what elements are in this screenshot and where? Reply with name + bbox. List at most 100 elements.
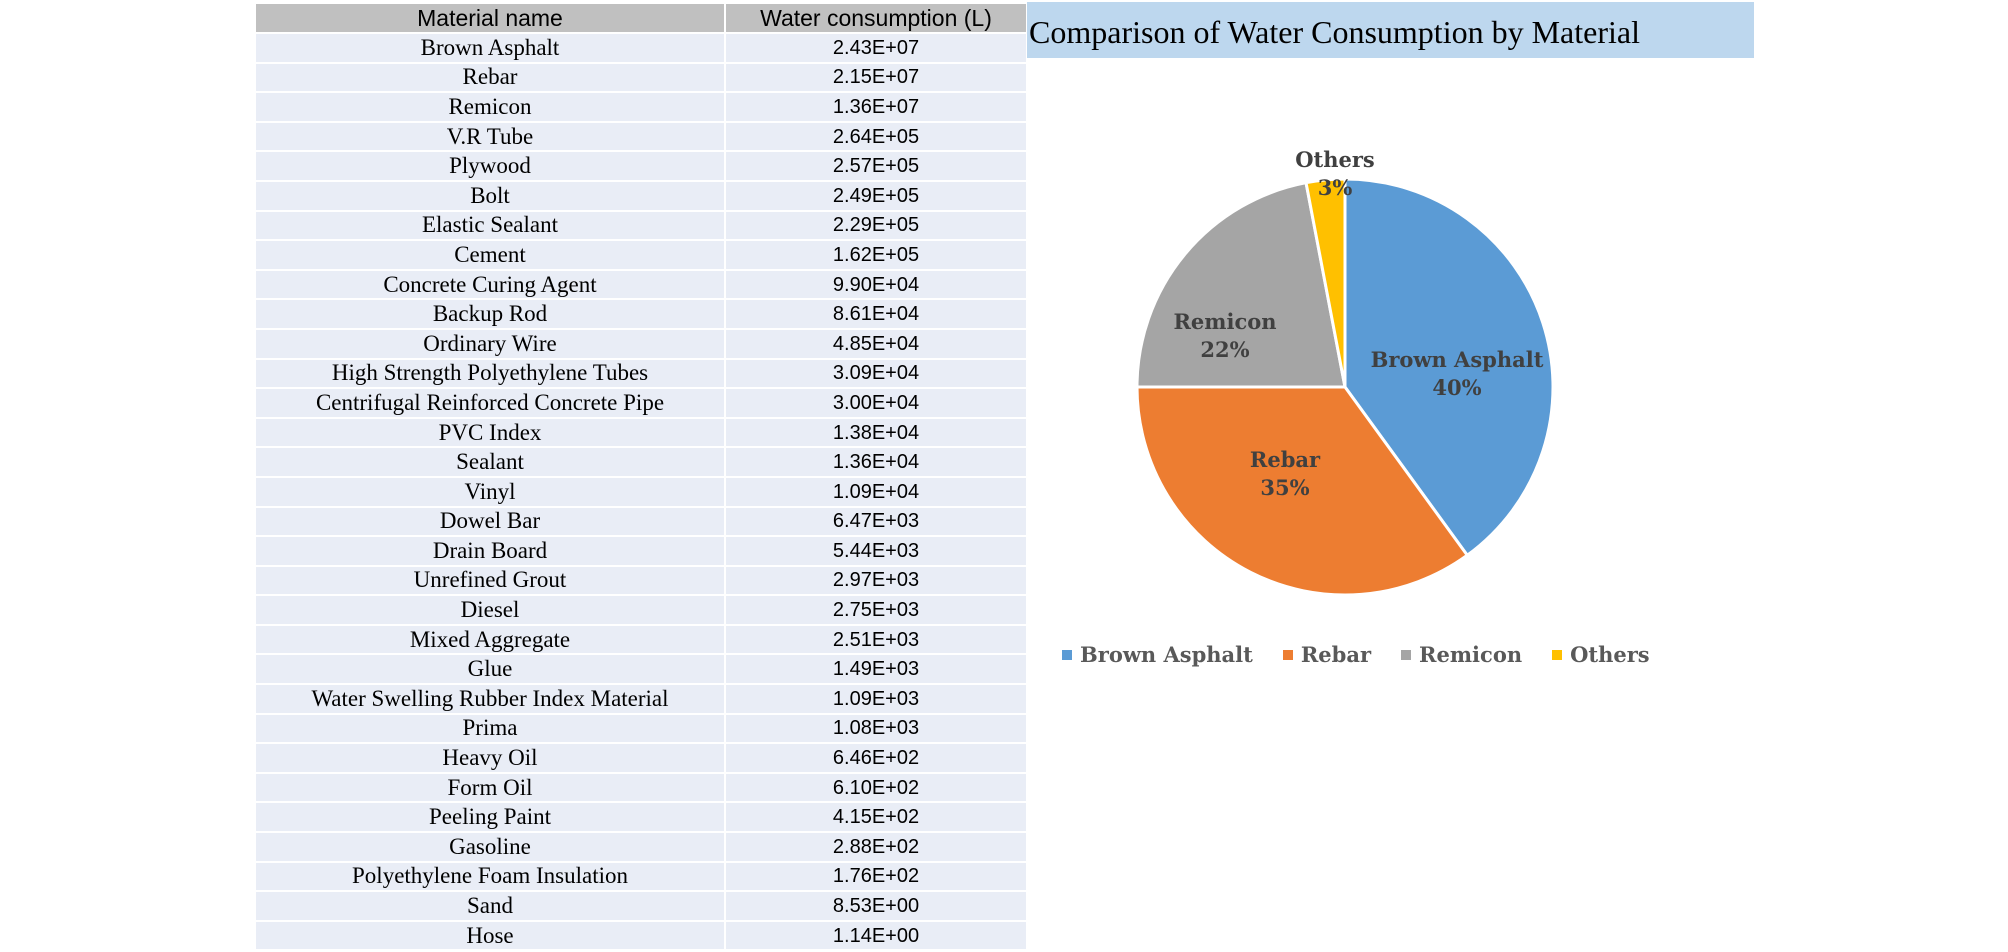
slice-percent-label: 22% (1200, 337, 1249, 362)
table-row: Centrifugal Reinforced Concrete Pipe 3.00… (254, 387, 1028, 419)
table-row: Diesel 2.75E+03 (254, 594, 1028, 626)
water-consumption-cell: 2.88E+02 (724, 831, 1028, 863)
material-name-cell: Dowel Bar (254, 505, 726, 538)
slice-percent-label: 3% (1318, 175, 1353, 200)
material-name-cell: Gasoline (254, 831, 726, 863)
water-consumption-cell: 1.76E+02 (724, 860, 1028, 893)
table-row: Polyethylene Foam Insulation 1.76E+02 (254, 860, 1028, 893)
table-row: Rebar 2.15E+07 (254, 61, 1028, 94)
pie-labels: Brown Asphalt 40% Rebar 35% Remicon 22% Others… (1173, 147, 1543, 500)
legend-swatch (1401, 649, 1412, 660)
table-row: Sand 8.53E+00 (254, 890, 1028, 922)
water-consumption-cell: 2.51E+03 (724, 623, 1028, 656)
table-row: Ordinary Wire 4.85E+04 (254, 327, 1028, 360)
slice-category-label: Others (1295, 147, 1375, 172)
material-name-cell: V.R Tube (254, 120, 726, 153)
legend-swatch (1552, 649, 1563, 660)
table-row: Concrete Curing Agent 9.90E+04 (254, 268, 1028, 301)
material-name-cell: Cement (254, 239, 726, 271)
water-consumption-cell: 4.15E+02 (724, 801, 1028, 834)
material-name-cell: Prima (254, 712, 726, 745)
slice-percent-label: 35% (1260, 475, 1309, 500)
water-consumption-cell: 5.44E+03 (724, 535, 1028, 567)
table-row: Peeling Paint 4.15E+02 (254, 801, 1028, 834)
water-consumption-cell: 1.09E+04 (724, 475, 1028, 508)
water-consumption-cell: 9.90E+04 (724, 268, 1028, 301)
table-row: Remicon 1.36E+07 (254, 91, 1028, 123)
water-consumption-cell: 4.85E+04 (724, 327, 1028, 360)
table-row: Glue 1.49E+03 (254, 653, 1028, 686)
header-water-consumption: Water consumption (L) (724, 2, 1028, 34)
material-name-cell: PVC Index (254, 416, 726, 449)
table-row: Vinyl 1.09E+04 (254, 475, 1028, 508)
pie-slice (1304, 177, 1347, 388)
legend-label: Others (1570, 642, 1650, 667)
table-row: Sealant 1.36E+04 (254, 446, 1028, 478)
table-row: Backup Rod 8.61E+04 (254, 298, 1028, 330)
water-consumption-cell: 8.61E+04 (724, 298, 1028, 330)
table-body: Brown Asphalt 2.43E+07 Rebar 2.15E+07 Remico… (254, 32, 1028, 952)
table-row: Cement 1.62E+05 (254, 239, 1028, 271)
water-consumption-cell: 2.57E+05 (724, 150, 1028, 182)
chart-legend: Brown Asphalt Rebar Remicon Others (1062, 642, 1650, 667)
table-row: High Strength Polyethylene Tubes 3.09E+04 (254, 357, 1028, 390)
material-name-cell: Hose (254, 919, 726, 952)
material-name-cell: Brown Asphalt (254, 32, 726, 64)
material-water-table: Material name Water consumption (L) Brow… (254, 2, 1028, 952)
water-consumption-cell: 2.49E+05 (724, 179, 1028, 212)
chart-title: Comparison of Water Consumption by Mater… (1027, 2, 1754, 58)
material-name-cell: Sand (254, 890, 726, 922)
table-row: Water Swelling Rubber Index Material 1.09… (254, 683, 1028, 715)
pie-slice (1135, 385, 1470, 597)
slice-category-label: Remicon (1173, 309, 1276, 334)
water-consumption-cell: 1.62E+05 (724, 239, 1028, 271)
material-name-cell: Diesel (254, 594, 726, 626)
table-row: PVC Index 1.38E+04 (254, 416, 1028, 449)
water-consumption-cell: 8.53E+00 (724, 890, 1028, 922)
table-row: Gasoline 2.88E+02 (254, 831, 1028, 863)
legend-item: Remicon (1401, 642, 1522, 667)
table-row: Elastic Sealant 2.29E+05 (254, 209, 1028, 242)
material-name-cell: Rebar (254, 61, 726, 94)
legend-swatch (1282, 649, 1293, 660)
table-row: Form Oil 6.10E+02 (254, 771, 1028, 804)
table-row: Unrefined Grout 2.97E+03 (254, 564, 1028, 597)
table-row: Brown Asphalt 2.43E+07 (254, 32, 1028, 64)
material-name-cell: High Strength Polyethylene Tubes (254, 357, 726, 390)
material-name-cell: Centrifugal Reinforced Concrete Pipe (254, 387, 726, 419)
table-row: V.R Tube 2.64E+05 (254, 120, 1028, 153)
material-name-cell: Polyethylene Foam Insulation (254, 860, 726, 893)
water-consumption-cell: 3.09E+04 (724, 357, 1028, 390)
material-name-cell: Remicon (254, 91, 726, 123)
water-consumption-cell: 1.36E+07 (724, 91, 1028, 123)
material-name-cell: Water Swelling Rubber Index Material (254, 683, 726, 715)
water-consumption-cell: 1.08E+03 (724, 712, 1028, 745)
slice-category-label: Brown Asphalt (1371, 347, 1544, 372)
table-row: Dowel Bar 6.47E+03 (254, 505, 1028, 538)
material-name-cell: Concrete Curing Agent (254, 268, 726, 301)
water-consumption-cell: 1.14E+00 (724, 919, 1028, 952)
material-name-cell: Vinyl (254, 475, 726, 508)
water-consumption-cell: 1.09E+03 (724, 683, 1028, 715)
material-name-cell: Peeling Paint (254, 801, 726, 834)
material-name-cell: Plywood (254, 150, 726, 182)
table-row: Plywood 2.57E+05 (254, 150, 1028, 182)
material-name-cell: Unrefined Grout (254, 564, 726, 597)
material-name-cell: Heavy Oil (254, 742, 726, 774)
pie-slices (1135, 177, 1555, 597)
material-name-cell: Ordinary Wire (254, 327, 726, 360)
legend-item: Brown Asphalt (1062, 642, 1253, 667)
water-consumption-cell: 2.15E+07 (724, 61, 1028, 94)
header-material-name: Material name (254, 2, 726, 34)
table-header-row: Material name Water consumption (L) (254, 2, 1028, 34)
material-name-cell: Mixed Aggregate (254, 623, 726, 656)
legend-label: Rebar (1300, 642, 1372, 667)
water-consumption-cell: 6.47E+03 (724, 505, 1028, 538)
table-row: Hose 1.14E+00 (254, 919, 1028, 952)
legend-label: Remicon (1419, 642, 1523, 667)
table-row: Bolt 2.49E+05 (254, 179, 1028, 212)
water-consumption-cell: 6.10E+02 (724, 771, 1028, 804)
table-row: Mixed Aggregate 2.51E+03 (254, 623, 1028, 656)
water-consumption-cell: 1.49E+03 (724, 653, 1028, 686)
